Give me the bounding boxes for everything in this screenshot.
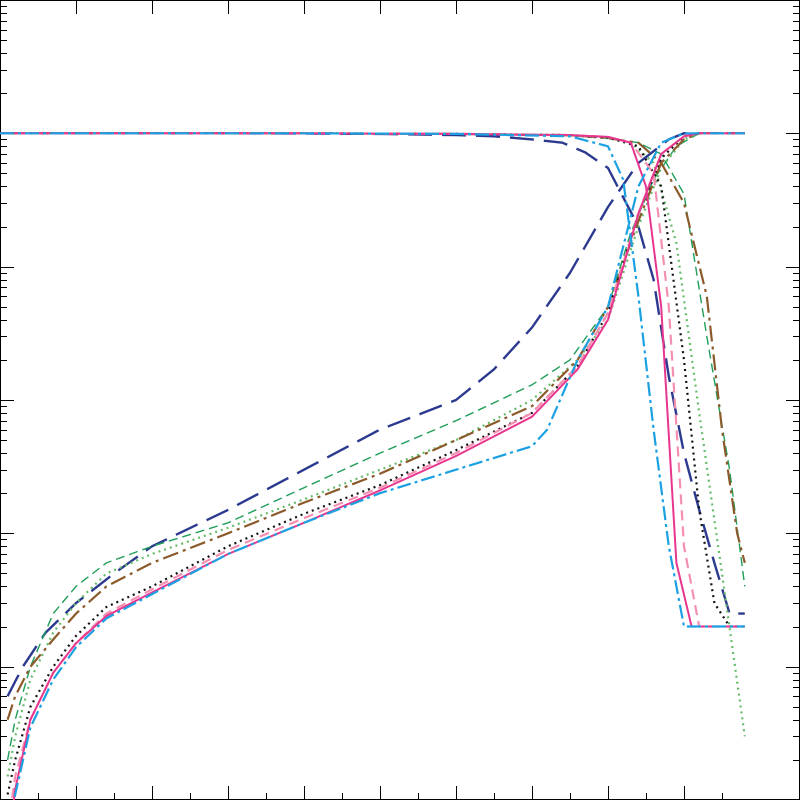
series-line-green-dash-increasing [6,132,745,761]
series-line-cyan-dashdot-decreasing [0,132,745,628]
series-line-brown-dashdot-increasing [6,132,745,721]
series-line-magenta-solid-increasing [12,132,745,800]
series-line-black-dot-increasing [6,132,745,795]
series-line-cyan-dashdot-increasing [13,132,745,800]
series-line-green-dash-decreasing [0,132,746,587]
series-line-brown-dashdot-decreasing [0,132,746,564]
series-line-green-dot-increasing [6,132,745,777]
